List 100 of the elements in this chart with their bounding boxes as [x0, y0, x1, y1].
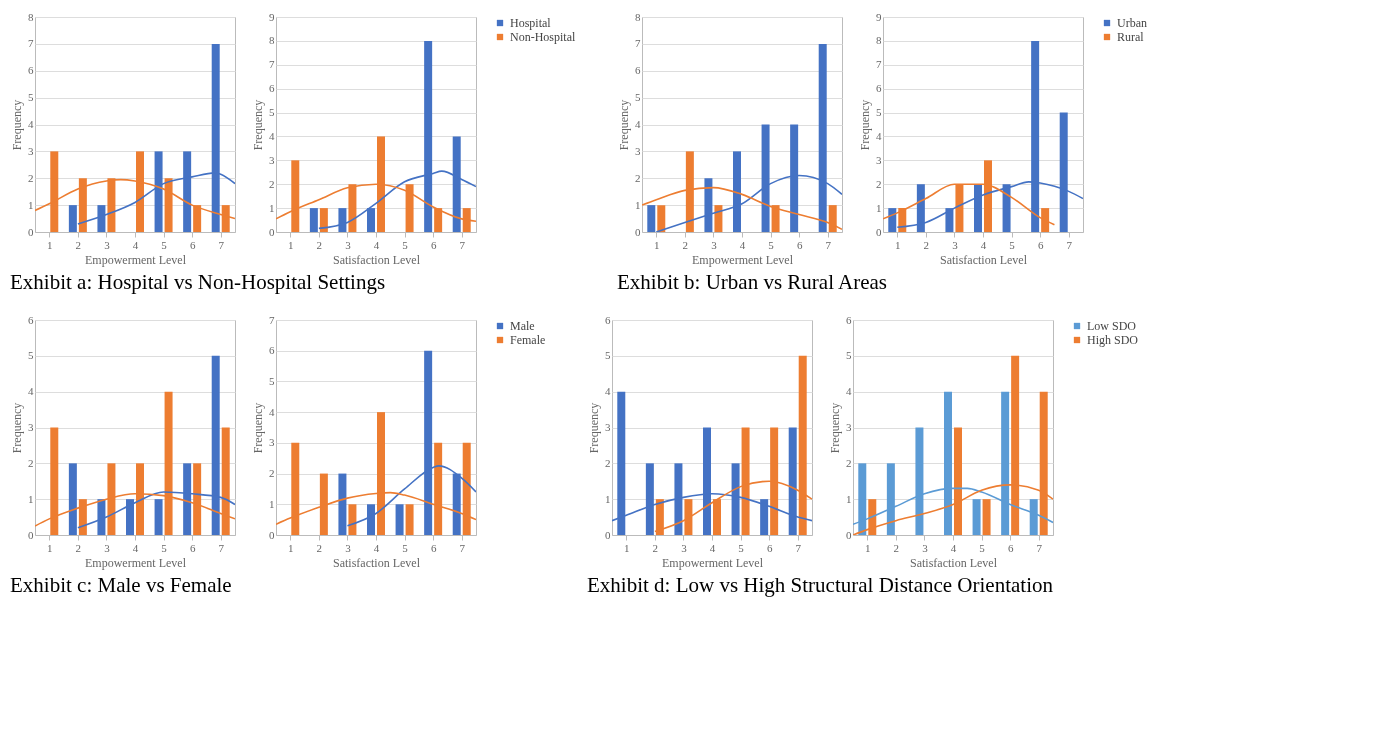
x-tick-label: 7	[218, 238, 225, 251]
x-tick-label: 4	[132, 541, 139, 554]
x-tick-label: 4	[373, 541, 380, 554]
x-tick-label: 7	[459, 541, 466, 554]
x-tick-label: 2	[652, 541, 659, 554]
y-tick-label: 5	[269, 106, 275, 119]
y-tick-label: 6	[28, 313, 34, 326]
y-tick-label: 6	[269, 82, 275, 95]
x-tick-label: 2	[893, 541, 900, 554]
text: Exhibit b: Urban vs Rural Areas	[617, 269, 888, 294]
y-tick-label: 0	[635, 225, 641, 238]
x-tick-label: 5	[161, 541, 168, 554]
y-tick-label: 1	[876, 201, 882, 214]
x-tick-label: 1	[654, 238, 660, 251]
bar	[982, 499, 991, 535]
x-tick-label: 3	[104, 541, 111, 554]
bar	[395, 504, 404, 535]
y-tick-label: 0	[846, 528, 852, 541]
x-tick-label: 5	[161, 238, 168, 251]
y-tick-label: 5	[605, 349, 611, 362]
x-tick-label: 7	[1066, 238, 1073, 251]
y-tick-label: 3	[269, 153, 275, 166]
y-tick-label: 7	[876, 58, 882, 71]
x-tick-label: 5	[768, 238, 775, 251]
legend-label: Rural	[1117, 30, 1145, 44]
y-tick-label: 5	[846, 349, 852, 362]
bar	[657, 205, 666, 232]
y-tick-label: 3	[846, 421, 852, 433]
x-tick-label: 4	[373, 238, 380, 251]
x-tick-label: 5	[402, 541, 409, 554]
x-tick-label: 1	[47, 238, 53, 251]
y-tick-label: 3	[605, 421, 611, 433]
x-axis-title: Satisfaction Level	[940, 252, 1028, 267]
text: Exhibit a: Hospital vs Non-Hospital Settings	[10, 269, 386, 294]
y-tick-label: 0	[876, 225, 882, 238]
x-tick-label: 6	[1007, 541, 1014, 554]
y-tick-label: 2	[269, 177, 275, 190]
y-tick-label: 5	[635, 91, 641, 104]
bar	[154, 499, 163, 535]
legend-label: Female	[510, 333, 546, 347]
y-tick-label: 4	[28, 385, 34, 398]
y-tick-label: 1	[635, 198, 641, 211]
y-tick-label: 7	[28, 37, 34, 50]
x-tick-label: 4	[980, 238, 987, 251]
y-tick-label: 5	[269, 374, 275, 387]
y-tick-label: 6	[635, 64, 641, 77]
x-tick-label: 3	[711, 238, 718, 251]
y-tick-label: 4	[846, 385, 852, 398]
y-tick-label: 0	[28, 225, 34, 238]
y-tick-label: 1	[28, 198, 34, 211]
x-tick-label: 4	[950, 541, 957, 554]
y-tick-label: 6	[605, 313, 611, 326]
x-tick-label: 3	[104, 238, 111, 251]
legend-label: High SDO	[1087, 333, 1139, 347]
y-tick-label: 7	[269, 58, 275, 71]
x-tick-label: 2	[923, 238, 930, 251]
text: Exhibit c: Male vs Female	[10, 572, 232, 597]
y-tick-label: 5	[28, 349, 34, 362]
y-axis-title: Frequency	[828, 402, 842, 454]
x-tick-label: 2	[316, 541, 323, 554]
x-tick-label: 7	[218, 541, 225, 554]
x-tick-label: 1	[895, 238, 901, 251]
y-tick-label: 1	[846, 492, 852, 505]
bar	[714, 205, 723, 232]
y-tick-label: 7	[269, 313, 275, 326]
y-tick-label: 8	[269, 34, 275, 47]
x-tick-label: 7	[1036, 541, 1043, 554]
bar	[319, 208, 328, 232]
bar	[405, 504, 414, 535]
x-tick-label: 6	[189, 238, 196, 251]
x-tick-label: 5	[402, 238, 409, 251]
x-tick-label: 6	[796, 238, 803, 251]
legend-label: Low SDO	[1087, 319, 1137, 333]
y-tick-label: 6	[876, 82, 882, 95]
x-tick-label: 7	[825, 238, 832, 251]
y-tick-label: 4	[605, 385, 611, 398]
x-tick-label: 4	[132, 238, 139, 251]
x-tick-label: 5	[1009, 238, 1016, 251]
y-axis-title: Frequency	[10, 402, 24, 454]
y-tick-label: 0	[28, 528, 34, 541]
y-tick-label: 9	[269, 10, 275, 23]
x-tick-label: 3	[345, 541, 352, 554]
legend-label: Non-Hospital	[510, 30, 576, 44]
x-tick-label: 4	[739, 238, 746, 251]
x-tick-label: 2	[75, 541, 82, 554]
y-tick-label: 4	[635, 118, 641, 130]
y-axis-title: Frequency	[10, 99, 24, 151]
y-axis-title: Frequency	[587, 402, 601, 454]
y-tick-label: 8	[876, 34, 882, 47]
y-tick-label: 1	[28, 492, 34, 505]
x-tick-label: 7	[795, 541, 802, 554]
x-tick-label: 1	[624, 541, 630, 554]
x-tick-label: 4	[709, 541, 716, 554]
y-tick-label: 7	[635, 37, 641, 50]
bar	[972, 499, 981, 535]
legend-label: Urban	[1117, 16, 1147, 30]
x-tick-label: 3	[681, 541, 688, 554]
x-axis-title: Empowerment Level	[85, 555, 187, 570]
y-tick-label: 3	[635, 144, 641, 157]
x-axis-title: Satisfaction Level	[333, 555, 421, 570]
